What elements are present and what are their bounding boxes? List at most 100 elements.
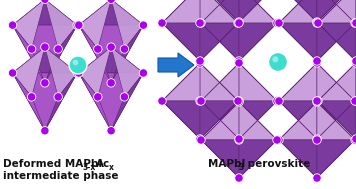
Circle shape [75, 21, 83, 29]
Circle shape [69, 56, 87, 74]
Circle shape [234, 19, 242, 27]
Circle shape [73, 60, 78, 65]
Circle shape [196, 19, 204, 27]
Circle shape [313, 18, 321, 26]
Circle shape [235, 59, 243, 67]
Circle shape [54, 45, 62, 53]
Circle shape [235, 97, 243, 105]
Circle shape [235, 135, 243, 143]
Polygon shape [239, 63, 277, 101]
Circle shape [273, 136, 281, 144]
Polygon shape [200, 101, 238, 139]
Circle shape [235, 98, 243, 106]
Polygon shape [12, 0, 45, 49]
Polygon shape [318, 23, 356, 61]
Circle shape [75, 69, 83, 77]
Circle shape [275, 136, 283, 144]
Circle shape [197, 97, 205, 105]
Circle shape [41, 79, 49, 87]
Circle shape [268, 53, 288, 71]
Polygon shape [200, 63, 238, 101]
Circle shape [352, 59, 356, 67]
Circle shape [107, 79, 115, 87]
Circle shape [235, 57, 243, 65]
Polygon shape [45, 73, 77, 131]
Circle shape [9, 21, 17, 29]
Polygon shape [45, 47, 77, 97]
Circle shape [351, 97, 356, 105]
Polygon shape [318, 0, 356, 23]
Polygon shape [79, 47, 143, 73]
Polygon shape [279, 0, 317, 22]
Polygon shape [45, 0, 77, 49]
Circle shape [352, 97, 356, 105]
Circle shape [27, 93, 36, 101]
Polygon shape [111, 47, 143, 97]
Polygon shape [279, 140, 317, 178]
Circle shape [352, 19, 356, 27]
Circle shape [351, 19, 356, 27]
Circle shape [313, 136, 321, 144]
Circle shape [313, 59, 321, 67]
Polygon shape [279, 0, 317, 23]
Polygon shape [79, 73, 111, 131]
Polygon shape [200, 0, 238, 23]
Circle shape [120, 93, 129, 101]
Polygon shape [12, 0, 77, 25]
Circle shape [196, 57, 204, 65]
Polygon shape [79, 73, 143, 131]
Polygon shape [318, 101, 356, 139]
Circle shape [197, 136, 205, 144]
Circle shape [120, 45, 129, 53]
Polygon shape [79, 47, 111, 97]
Text: 3-x: 3-x [83, 163, 96, 172]
Polygon shape [239, 101, 277, 139]
Circle shape [27, 45, 36, 53]
Polygon shape [12, 25, 77, 83]
Circle shape [107, 126, 115, 135]
Polygon shape [79, 0, 111, 49]
Polygon shape [239, 0, 277, 22]
Polygon shape [317, 0, 355, 23]
Circle shape [273, 97, 281, 105]
Text: perovskite: perovskite [244, 159, 310, 169]
Circle shape [196, 135, 204, 143]
Circle shape [314, 97, 322, 105]
Polygon shape [162, 23, 200, 61]
Circle shape [313, 97, 321, 105]
Polygon shape [12, 73, 77, 131]
Circle shape [235, 174, 243, 182]
Circle shape [107, 0, 115, 3]
Circle shape [54, 93, 62, 101]
Circle shape [41, 43, 49, 51]
Polygon shape [317, 101, 355, 139]
Circle shape [107, 43, 115, 51]
Circle shape [352, 57, 356, 65]
Circle shape [73, 21, 82, 29]
Circle shape [273, 19, 281, 27]
Circle shape [313, 174, 321, 182]
Polygon shape [12, 47, 45, 97]
Circle shape [275, 97, 283, 105]
Polygon shape [79, 25, 143, 83]
Polygon shape [279, 101, 317, 139]
Polygon shape [111, 0, 143, 49]
Circle shape [41, 0, 49, 3]
Polygon shape [200, 23, 238, 61]
Circle shape [235, 18, 243, 26]
Circle shape [41, 126, 49, 135]
FancyArrow shape [158, 53, 194, 77]
Polygon shape [239, 102, 277, 140]
Circle shape [313, 19, 321, 27]
Text: intermediate phase: intermediate phase [3, 171, 119, 181]
Circle shape [158, 19, 166, 27]
Polygon shape [279, 63, 317, 101]
Circle shape [272, 56, 278, 62]
Polygon shape [162, 0, 200, 23]
Polygon shape [201, 140, 239, 178]
Circle shape [197, 19, 205, 27]
Polygon shape [201, 102, 239, 140]
Circle shape [351, 136, 356, 144]
Polygon shape [201, 23, 239, 61]
Polygon shape [317, 0, 355, 22]
